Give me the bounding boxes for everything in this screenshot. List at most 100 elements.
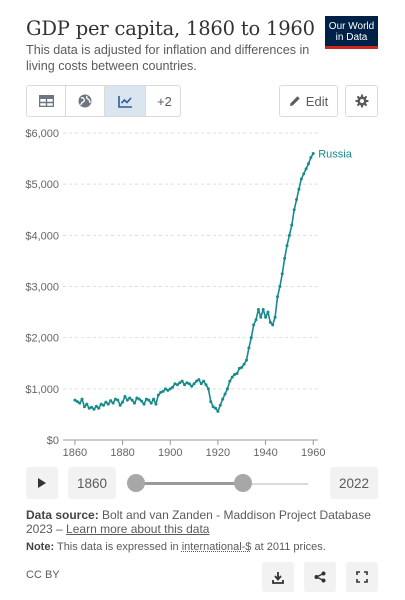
data-point (154, 402, 158, 406)
data-point (140, 399, 144, 403)
data-point (199, 382, 203, 386)
data-point (99, 402, 103, 406)
y-tick-label: $2,000 (25, 333, 59, 345)
learn-more-link[interactable]: Learn more about this data (66, 522, 210, 536)
note-prefix: This data is expressed in (56, 541, 179, 553)
data-point (283, 256, 287, 260)
data-point (109, 399, 113, 403)
data-point (280, 272, 284, 276)
data-point (102, 403, 106, 407)
y-axis-ticks: $0 $1,000 $2,000 $3,000 $4,000 $5,000 $6,000 (25, 128, 59, 447)
data-point (290, 223, 294, 227)
data-point (123, 395, 127, 399)
chart-title: GDP per capita, 1860 to 1960 (26, 17, 315, 40)
series-line-russia (74, 153, 314, 413)
data-point (144, 397, 148, 401)
data-point (256, 308, 260, 312)
data-point (304, 167, 308, 171)
data-source: Data source: Bolt and van Zanden - Maddi… (26, 508, 376, 536)
data-point (216, 409, 220, 413)
data-point (278, 285, 282, 288)
data-point (187, 382, 191, 386)
share-button[interactable] (304, 562, 336, 592)
data-point (92, 407, 96, 411)
data-point (147, 398, 151, 402)
data-point (264, 315, 268, 319)
data-point (235, 371, 239, 375)
download-button[interactable] (262, 562, 294, 592)
start-year-label: 1860 (68, 467, 116, 499)
fullscreen-button[interactable] (346, 562, 378, 592)
tab-more[interactable]: +2 (157, 93, 172, 109)
line-chart-icon (117, 95, 132, 108)
data-point (295, 198, 299, 202)
data-point (166, 388, 170, 392)
data-point (202, 379, 206, 383)
timeline-selected-range (136, 482, 243, 485)
data-point (240, 365, 244, 369)
tab-table[interactable] (27, 86, 66, 116)
data-point (106, 402, 110, 406)
view-tabs: +2 (26, 85, 181, 117)
data-point (268, 320, 272, 324)
data-point (259, 315, 263, 319)
play-icon (38, 478, 46, 488)
y-tick-label: $0 (47, 435, 59, 447)
data-point (311, 151, 315, 155)
series-group: Russia (73, 148, 353, 413)
data-point (78, 401, 82, 405)
data-point (261, 308, 265, 312)
data-point (266, 310, 270, 314)
data-point (171, 385, 175, 389)
tab-chart[interactable] (105, 86, 146, 116)
data-point (185, 381, 189, 385)
data-point (287, 233, 291, 237)
x-tick-label: 1920 (206, 447, 230, 459)
data-point (94, 404, 98, 408)
data-point (221, 397, 225, 401)
timeline-end-handle[interactable] (234, 474, 252, 492)
data-point (309, 156, 313, 160)
data-point (152, 397, 156, 401)
play-button[interactable] (26, 467, 58, 499)
data-point (275, 295, 279, 299)
y-tick-label: $6,000 (25, 128, 59, 140)
settings-button[interactable] (345, 85, 378, 117)
data-point (209, 400, 213, 404)
data-point (159, 390, 163, 394)
tab-map[interactable] (66, 86, 105, 116)
data-point (75, 400, 79, 404)
data-point (306, 162, 310, 166)
data-point (230, 375, 234, 379)
chart-subtitle: This data is adjusted for inflation and … (26, 43, 310, 73)
gear-icon (355, 94, 368, 108)
data-point (211, 405, 215, 409)
x-tick-label: 1940 (253, 447, 277, 459)
data-point (175, 383, 179, 387)
data-point (142, 402, 146, 406)
data-point (116, 398, 120, 402)
edit-button[interactable]: Edit (279, 85, 338, 117)
data-point (197, 378, 201, 382)
owid-logo[interactable]: Our World in Data (325, 16, 378, 49)
data-point (163, 387, 167, 391)
data-point (223, 392, 227, 396)
source-text: Bolt and van Zanden - Maddison Project D… (26, 508, 371, 536)
data-point (173, 382, 177, 386)
international-dollar-link[interactable]: international-$ (181, 541, 252, 553)
data-note: Note: This data is expressed in internat… (26, 541, 386, 553)
data-point (237, 366, 241, 370)
license-label[interactable]: CC BY (26, 569, 60, 581)
timeline-start-handle[interactable] (127, 474, 145, 492)
data-point (125, 398, 129, 402)
data-point (135, 396, 139, 400)
globe-icon (78, 94, 92, 108)
data-point (273, 315, 277, 319)
note-label: Note: (26, 541, 55, 553)
data-point (297, 187, 301, 191)
data-point (104, 400, 108, 404)
data-point (111, 401, 115, 405)
fullscreen-icon (356, 571, 368, 583)
data-point (183, 383, 187, 387)
data-point (194, 379, 198, 383)
